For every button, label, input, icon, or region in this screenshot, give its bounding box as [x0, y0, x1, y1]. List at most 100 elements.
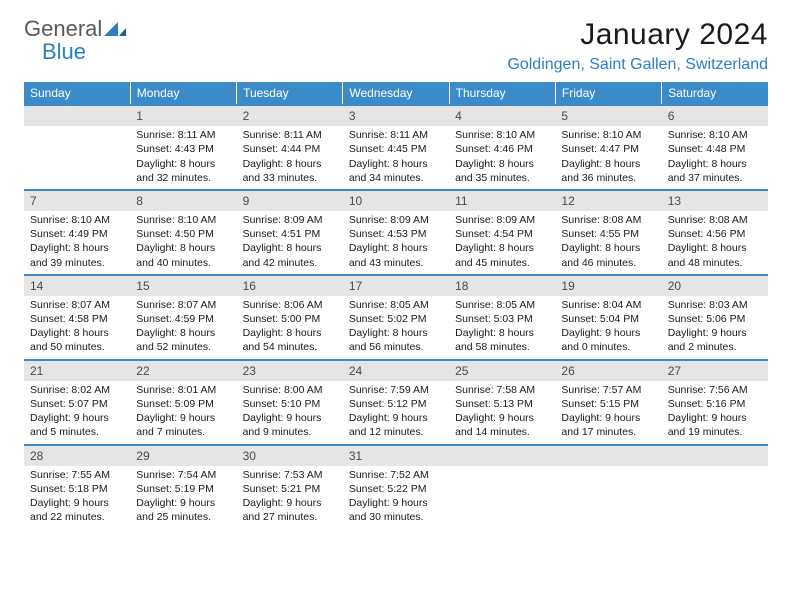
calendar-cell: 11Sunrise: 8:09 AMSunset: 4:54 PMDayligh…	[449, 190, 555, 275]
cell-wrap: 21Sunrise: 8:02 AMSunset: 5:07 PMDayligh…	[24, 361, 130, 444]
cell-wrap: 28Sunrise: 7:55 AMSunset: 5:18 PMDayligh…	[24, 446, 130, 529]
day-details: Sunrise: 7:59 AMSunset: 5:12 PMDaylight:…	[343, 381, 449, 444]
day-number	[449, 446, 555, 466]
sunrise-text: Sunrise: 8:09 AM	[455, 213, 549, 227]
day-number: 8	[130, 191, 236, 211]
sunset-text: Sunset: 5:04 PM	[561, 312, 655, 326]
sunrise-text: Sunrise: 7:59 AM	[349, 383, 443, 397]
sunrise-text: Sunrise: 7:52 AM	[349, 468, 443, 482]
sunrise-text: Sunrise: 8:11 AM	[136, 128, 230, 142]
calendar-cell	[24, 105, 130, 190]
calendar-cell: 22Sunrise: 8:01 AMSunset: 5:09 PMDayligh…	[130, 360, 236, 445]
cell-wrap: 19Sunrise: 8:04 AMSunset: 5:04 PMDayligh…	[555, 276, 661, 359]
sunrise-text: Sunrise: 8:06 AM	[243, 298, 337, 312]
day-details: Sunrise: 8:10 AMSunset: 4:49 PMDaylight:…	[24, 211, 130, 274]
location: Goldingen, Saint Gallen, Switzerland	[507, 56, 768, 74]
cell-wrap: 12Sunrise: 8:08 AMSunset: 4:55 PMDayligh…	[555, 191, 661, 274]
sunset-text: Sunset: 5:12 PM	[349, 397, 443, 411]
calendar-cell: 23Sunrise: 8:00 AMSunset: 5:10 PMDayligh…	[237, 360, 343, 445]
sunset-text: Sunset: 4:43 PM	[136, 142, 230, 156]
daylight-text: Daylight: 8 hours and 46 minutes.	[561, 241, 655, 269]
day-details: Sunrise: 8:10 AMSunset: 4:47 PMDaylight:…	[555, 126, 661, 189]
day-number: 3	[343, 106, 449, 126]
day-number: 11	[449, 191, 555, 211]
day-header-thu: Thursday	[449, 82, 555, 105]
calendar-cell: 31Sunrise: 7:52 AMSunset: 5:22 PMDayligh…	[343, 445, 449, 529]
day-number: 10	[343, 191, 449, 211]
cell-wrap: 24Sunrise: 7:59 AMSunset: 5:12 PMDayligh…	[343, 361, 449, 444]
sunrise-text: Sunrise: 8:05 AM	[455, 298, 549, 312]
calendar-cell: 8Sunrise: 8:10 AMSunset: 4:50 PMDaylight…	[130, 190, 236, 275]
sunset-text: Sunset: 5:16 PM	[668, 397, 762, 411]
sunrise-text: Sunrise: 8:10 AM	[136, 213, 230, 227]
sunset-text: Sunset: 5:15 PM	[561, 397, 655, 411]
sunrise-text: Sunrise: 7:54 AM	[136, 468, 230, 482]
daylight-text: Daylight: 8 hours and 35 minutes.	[455, 157, 549, 185]
sunset-text: Sunset: 5:10 PM	[243, 397, 337, 411]
calendar-week-row: 7Sunrise: 8:10 AMSunset: 4:49 PMDaylight…	[24, 190, 768, 275]
calendar-cell: 9Sunrise: 8:09 AMSunset: 4:51 PMDaylight…	[237, 190, 343, 275]
cell-wrap	[449, 446, 555, 466]
day-number: 14	[24, 276, 130, 296]
calendar-header-row: Sunday Monday Tuesday Wednesday Thursday…	[24, 82, 768, 105]
day-number: 18	[449, 276, 555, 296]
sunrise-text: Sunrise: 8:11 AM	[243, 128, 337, 142]
day-number	[24, 106, 130, 126]
calendar-week-row: 14Sunrise: 8:07 AMSunset: 4:58 PMDayligh…	[24, 275, 768, 360]
sunrise-text: Sunrise: 7:56 AM	[668, 383, 762, 397]
sunset-text: Sunset: 5:18 PM	[30, 482, 124, 496]
sunset-text: Sunset: 4:55 PM	[561, 227, 655, 241]
daylight-text: Daylight: 9 hours and 0 minutes.	[561, 326, 655, 354]
cell-wrap: 25Sunrise: 7:58 AMSunset: 5:13 PMDayligh…	[449, 361, 555, 444]
daylight-text: Daylight: 8 hours and 34 minutes.	[349, 157, 443, 185]
sunset-text: Sunset: 5:19 PM	[136, 482, 230, 496]
day-details: Sunrise: 7:55 AMSunset: 5:18 PMDaylight:…	[24, 466, 130, 529]
daylight-text: Daylight: 8 hours and 32 minutes.	[136, 157, 230, 185]
sunset-text: Sunset: 4:53 PM	[349, 227, 443, 241]
calendar-cell: 2Sunrise: 8:11 AMSunset: 4:44 PMDaylight…	[237, 105, 343, 190]
day-details: Sunrise: 7:56 AMSunset: 5:16 PMDaylight:…	[662, 381, 768, 444]
sunset-text: Sunset: 4:51 PM	[243, 227, 337, 241]
calendar-week-row: 1Sunrise: 8:11 AMSunset: 4:43 PMDaylight…	[24, 105, 768, 190]
logo-sail-icon	[104, 23, 126, 40]
day-number: 9	[237, 191, 343, 211]
cell-wrap: 3Sunrise: 8:11 AMSunset: 4:45 PMDaylight…	[343, 106, 449, 189]
day-number: 16	[237, 276, 343, 296]
day-details: Sunrise: 8:08 AMSunset: 4:56 PMDaylight:…	[662, 211, 768, 274]
cell-wrap: 29Sunrise: 7:54 AMSunset: 5:19 PMDayligh…	[130, 446, 236, 529]
cell-wrap: 11Sunrise: 8:09 AMSunset: 4:54 PMDayligh…	[449, 191, 555, 274]
day-details: Sunrise: 8:01 AMSunset: 5:09 PMDaylight:…	[130, 381, 236, 444]
day-number	[662, 446, 768, 466]
cell-wrap: 14Sunrise: 8:07 AMSunset: 4:58 PMDayligh…	[24, 276, 130, 359]
sunset-text: Sunset: 4:48 PM	[668, 142, 762, 156]
daylight-text: Daylight: 8 hours and 52 minutes.	[136, 326, 230, 354]
logo-text: General Blue	[24, 18, 126, 64]
day-number: 12	[555, 191, 661, 211]
daylight-text: Daylight: 8 hours and 50 minutes.	[30, 326, 124, 354]
sunset-text: Sunset: 5:13 PM	[455, 397, 549, 411]
day-number: 13	[662, 191, 768, 211]
day-number: 25	[449, 361, 555, 381]
cell-wrap: 10Sunrise: 8:09 AMSunset: 4:53 PMDayligh…	[343, 191, 449, 274]
calendar-cell: 10Sunrise: 8:09 AMSunset: 4:53 PMDayligh…	[343, 190, 449, 275]
daylight-text: Daylight: 8 hours and 37 minutes.	[668, 157, 762, 185]
day-number: 23	[237, 361, 343, 381]
day-details: Sunrise: 8:09 AMSunset: 4:54 PMDaylight:…	[449, 211, 555, 274]
calendar-cell	[555, 445, 661, 529]
sunset-text: Sunset: 4:49 PM	[30, 227, 124, 241]
day-number: 20	[662, 276, 768, 296]
cell-wrap: 4Sunrise: 8:10 AMSunset: 4:46 PMDaylight…	[449, 106, 555, 189]
day-details: Sunrise: 8:09 AMSunset: 4:53 PMDaylight:…	[343, 211, 449, 274]
sunrise-text: Sunrise: 8:07 AM	[30, 298, 124, 312]
daylight-text: Daylight: 8 hours and 56 minutes.	[349, 326, 443, 354]
day-details: Sunrise: 7:58 AMSunset: 5:13 PMDaylight:…	[449, 381, 555, 444]
cell-wrap: 22Sunrise: 8:01 AMSunset: 5:09 PMDayligh…	[130, 361, 236, 444]
logo: General Blue	[24, 18, 126, 64]
daylight-text: Daylight: 9 hours and 7 minutes.	[136, 411, 230, 439]
day-number: 21	[24, 361, 130, 381]
day-details: Sunrise: 7:54 AMSunset: 5:19 PMDaylight:…	[130, 466, 236, 529]
daylight-text: Daylight: 9 hours and 14 minutes.	[455, 411, 549, 439]
day-details: Sunrise: 8:03 AMSunset: 5:06 PMDaylight:…	[662, 296, 768, 359]
sunrise-text: Sunrise: 7:58 AM	[455, 383, 549, 397]
daylight-text: Daylight: 8 hours and 42 minutes.	[243, 241, 337, 269]
